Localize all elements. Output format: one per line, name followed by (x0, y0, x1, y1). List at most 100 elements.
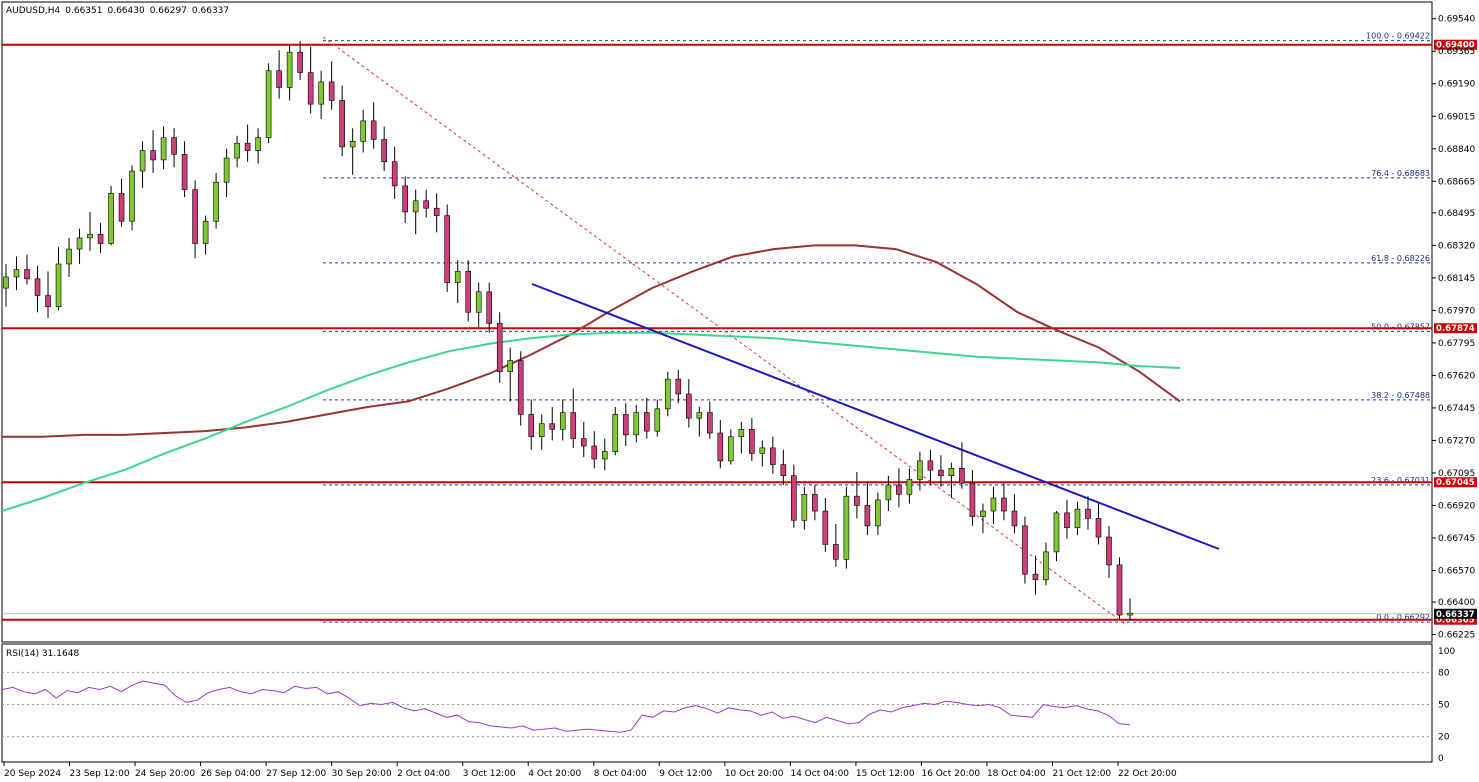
bear-candle-body (1085, 508, 1091, 519)
candle (391, 146, 398, 199)
bear-candle-body (528, 414, 535, 438)
bear-candle-body (402, 185, 408, 213)
level-price-tag (1434, 39, 1477, 50)
bear-candle-body (675, 378, 682, 395)
fibonacci-layer: 100.0 - 0.69422 76.4 - 0.68683 61.8 - 0.68… (323, 32, 1432, 623)
candle (948, 462, 955, 499)
candle (664, 371, 671, 417)
fib-level-label: 100.0 - 0.69422 (1366, 32, 1430, 41)
bear-candle-body (854, 495, 860, 506)
bear-candle-body (896, 484, 902, 495)
time-tick-label: 30 Sep 20:00 (332, 769, 392, 779)
price-tick-label: 0.68495 (1438, 209, 1475, 219)
bear-candle-body (570, 412, 577, 439)
price-tick-label: 0.67795 (1438, 339, 1475, 349)
bull-candle-body (1127, 612, 1133, 616)
candle (55, 247, 62, 311)
bear-candle-body (171, 137, 177, 155)
candle (255, 128, 261, 164)
fib-level-label: 0.0 - 0.66292 (1376, 613, 1430, 622)
price-tick-label: 0.66745 (1438, 534, 1475, 544)
bull-candle-body (906, 479, 913, 495)
level-price-tag (1434, 614, 1477, 625)
bear-candle-body (591, 445, 598, 460)
candle (24, 254, 30, 285)
bear-candle-body (822, 510, 829, 545)
current-price-tag-label: 0.66337 (1436, 610, 1475, 620)
candle (559, 399, 566, 441)
fib-level-label: 50.0 - 0.67857 (1371, 322, 1430, 331)
candle (990, 486, 997, 525)
candle (696, 406, 703, 437)
candle (34, 265, 41, 313)
price-axis: 0.69540 0.69365 0.69190 0.69015 0.68840 0.686… (1432, 15, 1475, 641)
time-tick-label: 16 Oct 20:00 (921, 769, 980, 779)
fib-level-label: 76.4 - 0.68683 (1371, 169, 1430, 178)
price-tick-label: 0.69365 (1438, 47, 1475, 57)
bear-candle-body (1011, 510, 1018, 527)
bull-candle-body (76, 237, 83, 250)
candle (570, 388, 577, 448)
candle (675, 369, 682, 404)
time-tick-label: 24 Sep 20:00 (135, 769, 195, 779)
bear-candle-body (24, 269, 30, 280)
ohlc-open: 0.66351 (65, 6, 102, 16)
candle (160, 126, 167, 170)
candle (465, 260, 472, 322)
price-tick-label: 0.69015 (1438, 112, 1475, 122)
bull-candle-body (696, 412, 703, 419)
candle (580, 421, 587, 458)
bear-candle-body (192, 189, 198, 244)
moving-average-line (1, 331, 1181, 512)
bear-candle-body (150, 150, 156, 161)
candle (381, 126, 387, 172)
candle (423, 189, 429, 218)
candle (738, 421, 745, 454)
candle (969, 470, 976, 526)
bear-candle-body (496, 323, 503, 372)
candle (591, 431, 598, 469)
candle (707, 401, 713, 439)
candle (1106, 525, 1112, 578)
time-tick-label: 26 Sep 04:00 (201, 769, 261, 779)
candle (328, 61, 335, 110)
bull-candle-body (87, 233, 93, 239)
rsi-tick-label: 100 (1438, 647, 1455, 657)
level-price-tag (1434, 477, 1477, 488)
price-tick-label: 0.68665 (1438, 177, 1475, 187)
rsi-tick-label: 50 (1438, 701, 1450, 711)
moving-average-line (2, 244, 1181, 438)
symbol-header: AUDUSD,H4 0.66351 0.66430 0.66297 0.66337 (6, 6, 229, 16)
bear-candle-body (465, 271, 472, 313)
price-tick-label: 0.68840 (1438, 145, 1475, 155)
bear-candle-body (486, 291, 493, 324)
bear-candle-body (1064, 512, 1070, 529)
bear-candle-body (770, 447, 776, 465)
candle (213, 172, 219, 229)
bear-candle-body (444, 215, 450, 283)
candle (686, 379, 692, 428)
candle (13, 256, 20, 290)
bull-candle-body (255, 137, 261, 151)
time-tick-label: 18 Oct 04:00 (987, 769, 1046, 779)
candle (885, 475, 892, 512)
candle (307, 46, 314, 114)
candle (433, 193, 440, 233)
candle (822, 498, 829, 552)
candle (454, 260, 461, 303)
bear-candle-body (34, 278, 41, 296)
candle (801, 486, 808, 530)
bull-candle-body (202, 220, 209, 244)
bull-candle-body (601, 451, 608, 460)
bear-candle-body (517, 360, 524, 415)
bear-candle-body (780, 464, 787, 477)
bearish-trend-line[interactable] (531, 283, 1220, 550)
candle (1085, 496, 1091, 530)
bear-candle-body (622, 414, 629, 436)
bear-candle-body (549, 423, 556, 430)
candle (906, 468, 913, 504)
level-price-tag-label: 0.67045 (1436, 478, 1475, 488)
candle (202, 215, 209, 255)
candle (643, 397, 650, 439)
